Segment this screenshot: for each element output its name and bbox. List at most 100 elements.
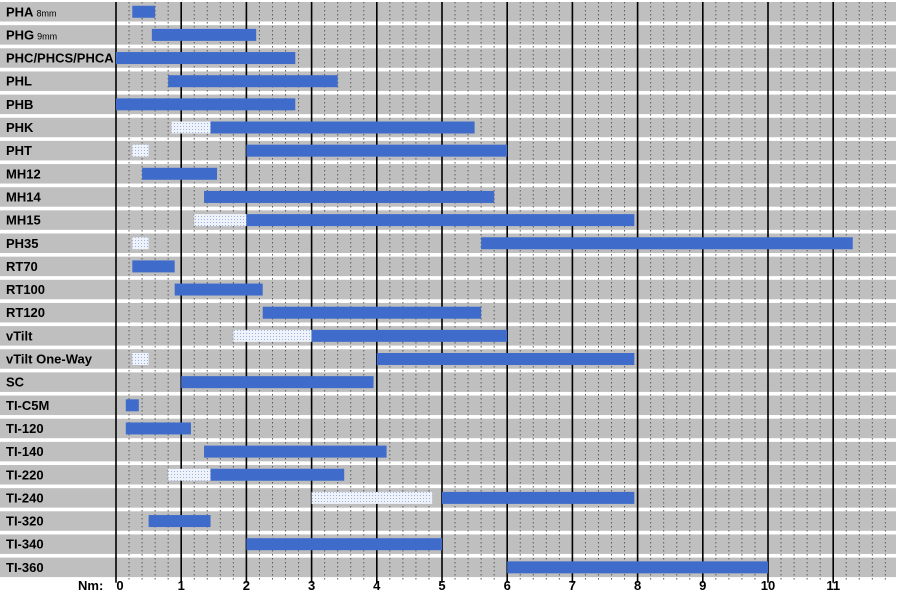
- range-bar: [210, 468, 345, 481]
- row-band: [0, 395, 896, 416]
- range-bar: [246, 214, 635, 227]
- row-label-name: PHC/PHCS/PHCA: [6, 51, 114, 66]
- range-bar: [204, 445, 387, 458]
- row-label: TI-320: [6, 514, 44, 529]
- row-label: PHT: [6, 143, 32, 158]
- row-label-name: RT120: [6, 305, 45, 320]
- range-bar: [376, 353, 635, 365]
- x-tick-label: 9: [699, 578, 706, 593]
- row-bands: [0, 2, 896, 578]
- row-band: [0, 2, 896, 22]
- range-bar: [168, 75, 338, 88]
- row-label-name: TI-140: [6, 444, 44, 459]
- range-bar: [148, 515, 211, 528]
- row-label-name: TI-220: [6, 467, 44, 482]
- range-bar: [132, 5, 156, 18]
- row-label-name: PHT: [6, 143, 32, 158]
- row-label: PHB: [6, 97, 33, 112]
- row-label-suffix: 8mm: [36, 8, 56, 18]
- row-label-name: MH12: [6, 166, 41, 181]
- row-label-name: TI-240: [6, 490, 44, 505]
- row-band: [0, 25, 896, 45]
- range-bar: [246, 144, 508, 157]
- row-band: [0, 279, 896, 300]
- range-bar: [125, 399, 139, 412]
- range-bar: [125, 422, 191, 435]
- x-tick-label: 10: [761, 578, 775, 593]
- range-bar: [151, 28, 257, 41]
- row-label: TI-240: [6, 490, 44, 505]
- range-bar: [132, 260, 175, 273]
- row-label: PHC/PHCS/PHCA: [6, 51, 114, 66]
- range-bar: [442, 491, 635, 504]
- row-label: vTilt One-Way: [6, 352, 93, 367]
- row-band: [0, 511, 896, 531]
- row-label: PHG 9mm: [6, 27, 57, 42]
- row-label-name: TI-360: [6, 560, 44, 575]
- row-band: [0, 164, 896, 184]
- range-bar: [262, 306, 482, 319]
- row-label: MH15: [6, 213, 41, 228]
- x-axis-label: Nm:: [78, 578, 103, 593]
- row-label: SC: [6, 375, 25, 390]
- x-axis: Nm: 0 1 2 3 4 5 6 7 8 9 10 11: [78, 578, 840, 593]
- extended-range-bar: [132, 237, 149, 250]
- range-bar: [181, 376, 374, 389]
- range-bar: [507, 561, 768, 574]
- row-label-name: PH35: [6, 236, 39, 251]
- extended-range-bar: [194, 214, 247, 227]
- range-bars: [116, 5, 853, 574]
- row-label-name: PHA: [6, 4, 34, 19]
- row-label-name: RT70: [6, 259, 38, 274]
- x-tick-label: 2: [243, 578, 250, 593]
- extended-range-bar: [171, 121, 211, 134]
- row-label: TI-340: [6, 537, 44, 552]
- range-bar: [174, 283, 263, 296]
- range-bar: [311, 329, 508, 342]
- range-bar: [116, 52, 296, 65]
- row-label: RT120: [6, 305, 45, 320]
- row-label: TI-120: [6, 421, 44, 436]
- row-label: PHA 8mm: [6, 4, 56, 19]
- row-label: vTilt: [6, 328, 33, 343]
- range-bar: [116, 98, 296, 111]
- row-label-name: vTilt: [6, 328, 33, 343]
- row-band: [0, 534, 896, 554]
- row-label-name: PHG: [6, 27, 34, 42]
- row-label: TI-140: [6, 444, 44, 459]
- row-label: PH35: [6, 236, 39, 251]
- extended-range-bar: [132, 353, 149, 365]
- row-label-name: TI-C5M: [6, 398, 49, 413]
- row-label-name: PHK: [6, 120, 34, 135]
- row-band: [0, 441, 896, 462]
- row-label: RT70: [6, 259, 38, 274]
- row-label-name: RT100: [6, 282, 45, 297]
- x-tick-label: 5: [438, 578, 445, 593]
- x-tick-label: 3: [308, 578, 315, 593]
- row-label: TI-C5M: [6, 398, 49, 413]
- row-label: MH12: [6, 166, 41, 181]
- row-label-name: vTilt One-Way: [6, 352, 93, 367]
- x-tick-label: 7: [569, 578, 576, 593]
- row-label-name: PHL: [6, 74, 32, 89]
- row-labels: PHA 8mm PHG 9mm PHC/PHCS/PHCA PHL PHB PHK PHT MH1…: [6, 4, 114, 575]
- extended-range-bar: [132, 144, 149, 157]
- x-tick-label: 4: [373, 578, 381, 593]
- x-tick-label: 1: [178, 578, 185, 593]
- row-label-name: MH15: [6, 213, 41, 228]
- row-label-name: PHB: [6, 97, 33, 112]
- x-tick-label: 8: [634, 578, 641, 593]
- row-label-name: TI-320: [6, 514, 44, 529]
- extended-range-bar: [168, 468, 211, 481]
- row-band: [0, 372, 896, 392]
- row-band: [0, 465, 896, 485]
- row-label: PHL: [6, 74, 32, 89]
- row-label: RT100: [6, 282, 45, 297]
- range-bar: [142, 167, 218, 180]
- range-bar: [481, 237, 853, 250]
- row-label-name: MH14: [6, 189, 41, 204]
- row-label: MH14: [6, 189, 41, 204]
- range-bar: [210, 121, 475, 134]
- row-label-name: SC: [6, 375, 25, 390]
